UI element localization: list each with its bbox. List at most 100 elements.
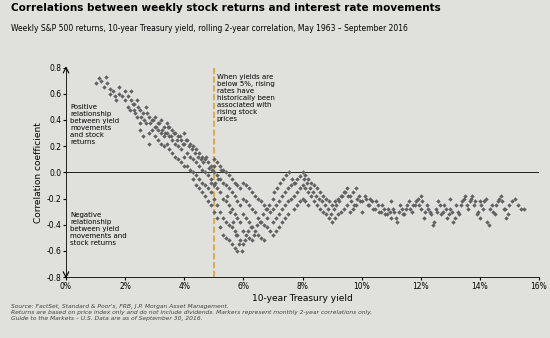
Text: Correlations between weekly stock returns and interest rate movements: Correlations between weekly stock return… [11, 3, 441, 14]
Point [483, 219, 492, 225]
Point [343, 185, 351, 191]
Point [444, 212, 453, 217]
Point [341, 189, 350, 195]
Point [304, 189, 313, 195]
Point [171, 154, 180, 159]
Point [351, 202, 360, 208]
Point [323, 206, 332, 212]
Point [313, 185, 322, 191]
Point [489, 209, 498, 214]
Point [430, 219, 438, 225]
Point [393, 219, 402, 225]
Point [475, 198, 485, 204]
Point [262, 216, 271, 221]
Point [180, 163, 189, 169]
Point [204, 172, 212, 178]
Point [466, 196, 475, 201]
Point [212, 159, 221, 165]
Point [333, 212, 342, 217]
Point [508, 198, 517, 204]
Point [500, 206, 509, 212]
Point [152, 124, 161, 129]
Point [111, 94, 119, 99]
Point [180, 141, 189, 146]
Point [305, 185, 314, 191]
Point [403, 202, 412, 208]
Point [187, 146, 196, 151]
Point [245, 202, 254, 208]
Point [159, 143, 168, 149]
Point [210, 209, 218, 214]
Point [387, 198, 395, 204]
Point [295, 198, 304, 204]
Point [103, 80, 112, 86]
Point [505, 202, 514, 208]
Point [468, 193, 477, 199]
Point [333, 196, 342, 201]
Point [499, 206, 508, 212]
Point [182, 137, 190, 142]
Point [197, 189, 206, 195]
Point [358, 198, 366, 204]
Point [147, 117, 156, 123]
Point [337, 193, 345, 199]
Point [277, 206, 286, 212]
Point [227, 176, 236, 182]
Point [121, 89, 130, 94]
Point [251, 228, 260, 234]
Point [218, 196, 227, 201]
Point [511, 196, 520, 201]
Point [240, 238, 249, 243]
Point [227, 242, 236, 247]
Point [153, 137, 162, 142]
Point [347, 198, 356, 204]
Point [285, 170, 294, 175]
Point [146, 120, 155, 125]
Point [218, 216, 227, 221]
Point [298, 183, 307, 188]
Point [183, 163, 191, 169]
Point [257, 219, 266, 225]
Point [376, 209, 385, 214]
Point [475, 216, 485, 221]
Point [206, 202, 215, 208]
Point [266, 228, 274, 234]
Point [490, 212, 499, 217]
Point [143, 111, 152, 116]
Point [183, 150, 191, 155]
Point [239, 242, 248, 247]
Point [186, 154, 195, 159]
Point [177, 137, 186, 142]
Point [428, 222, 437, 227]
Point [180, 130, 189, 136]
Point [227, 225, 236, 230]
Point [242, 183, 251, 188]
Point [292, 189, 301, 195]
Point [215, 176, 224, 182]
Point [262, 206, 271, 212]
Point [378, 202, 387, 208]
Point [248, 238, 257, 243]
Point [158, 128, 167, 133]
Point [174, 133, 183, 139]
Point [304, 176, 313, 182]
Point [139, 111, 147, 116]
Point [215, 189, 224, 195]
Point [498, 198, 507, 204]
Point [414, 196, 422, 201]
Point [236, 202, 245, 208]
Point [118, 94, 127, 99]
Point [245, 219, 254, 225]
Point [144, 115, 153, 120]
Point [233, 198, 242, 204]
Point [218, 180, 227, 186]
Point [470, 202, 478, 208]
Point [437, 212, 446, 217]
Point [192, 183, 201, 188]
Point [477, 202, 486, 208]
Point [280, 189, 289, 195]
Point [427, 212, 436, 217]
Point [204, 198, 212, 204]
Point [289, 206, 298, 212]
Point [276, 180, 285, 186]
